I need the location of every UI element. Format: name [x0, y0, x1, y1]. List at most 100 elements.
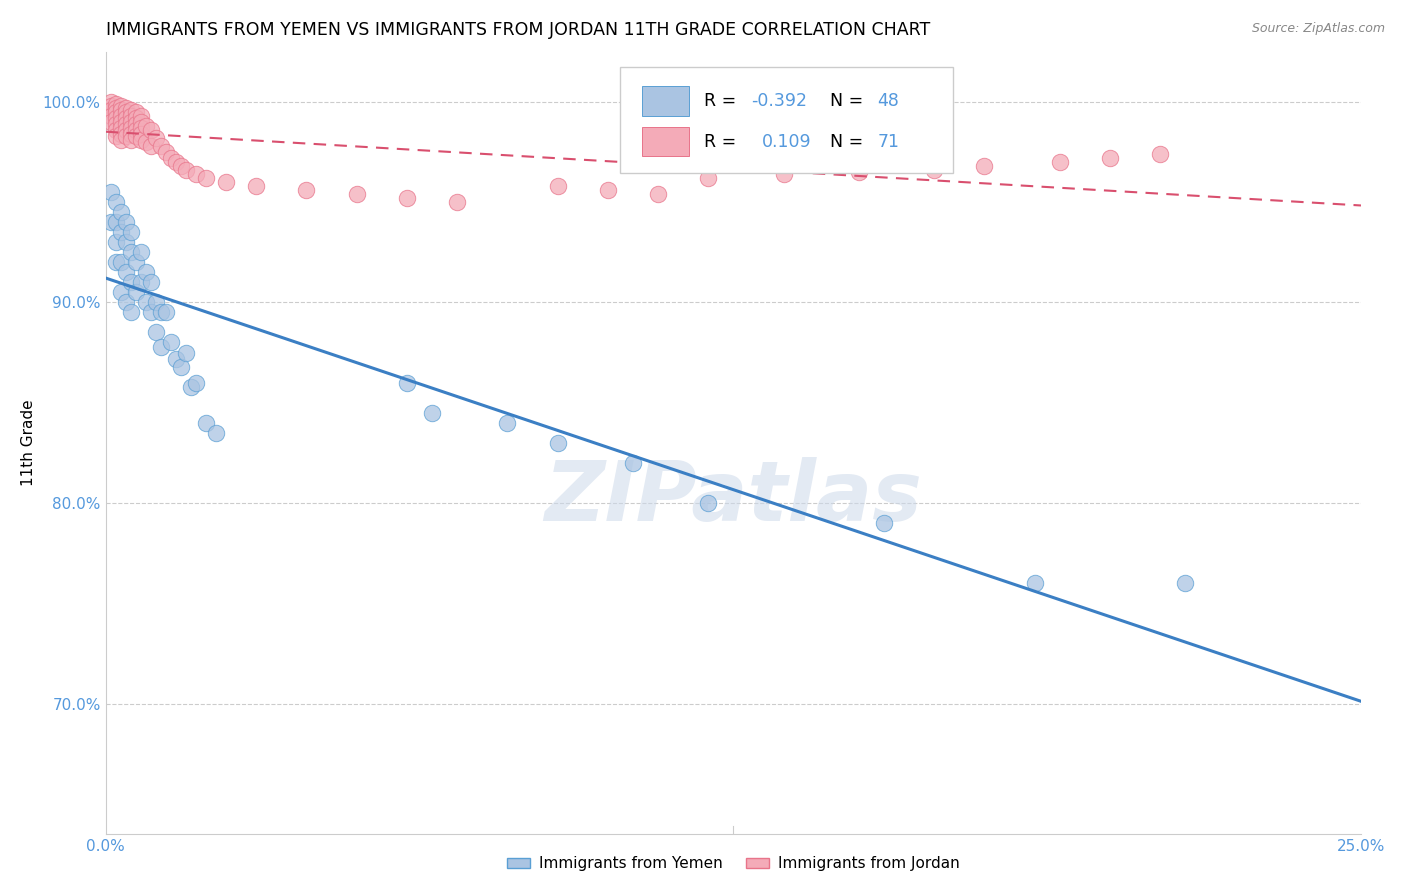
Point — [174, 162, 197, 177]
Point — [165, 351, 187, 366]
Text: 48: 48 — [877, 92, 900, 110]
Point — [395, 376, 418, 390]
Point — [104, 128, 127, 143]
Y-axis label: 11th Grade: 11th Grade — [21, 400, 35, 486]
Point — [120, 109, 142, 123]
Point — [110, 285, 132, 300]
Point — [100, 95, 122, 109]
Point — [621, 456, 644, 470]
Point — [120, 275, 142, 289]
Text: 0.109: 0.109 — [762, 133, 811, 151]
Point — [100, 185, 122, 199]
Bar — [641, 86, 689, 116]
Text: N =: N = — [830, 92, 869, 110]
Point — [110, 103, 132, 117]
Point — [139, 275, 162, 289]
Point — [100, 114, 122, 128]
Point — [114, 101, 136, 115]
Point — [125, 111, 148, 125]
Point — [139, 305, 162, 319]
Point — [1049, 154, 1071, 169]
Point — [125, 128, 148, 143]
Point — [120, 103, 142, 117]
Point — [145, 295, 167, 310]
Point — [195, 416, 218, 430]
Point — [1098, 151, 1121, 165]
Point — [184, 167, 207, 181]
Point — [104, 215, 127, 229]
Point — [149, 138, 172, 153]
Point — [139, 138, 162, 153]
Point — [135, 135, 157, 149]
Point — [973, 159, 995, 173]
Point — [772, 167, 794, 181]
Point — [114, 295, 136, 310]
Point — [100, 215, 122, 229]
Point — [110, 255, 132, 269]
Point — [697, 170, 720, 185]
Point — [129, 120, 152, 135]
Point — [104, 255, 127, 269]
Point — [120, 305, 142, 319]
Point — [873, 516, 896, 530]
Point — [125, 285, 148, 300]
Point — [184, 376, 207, 390]
Point — [114, 122, 136, 136]
Point — [195, 170, 218, 185]
Point — [114, 104, 136, 119]
Point — [125, 104, 148, 119]
Point — [110, 98, 132, 112]
Point — [215, 175, 238, 189]
Point — [120, 245, 142, 260]
Point — [120, 133, 142, 147]
Point — [120, 225, 142, 239]
Point — [596, 183, 619, 197]
Point — [104, 101, 127, 115]
Point — [129, 127, 152, 141]
Text: ZIPatlas: ZIPatlas — [544, 457, 922, 538]
Point — [160, 151, 183, 165]
Point — [174, 345, 197, 359]
Point — [114, 215, 136, 229]
Point — [114, 235, 136, 249]
Point — [125, 255, 148, 269]
Point — [110, 120, 132, 135]
Point — [547, 178, 569, 193]
Legend: Immigrants from Yemen, Immigrants from Jordan: Immigrants from Yemen, Immigrants from J… — [501, 850, 966, 878]
Point — [139, 122, 162, 136]
Point — [104, 117, 127, 131]
Point — [135, 119, 157, 133]
FancyBboxPatch shape — [620, 67, 953, 173]
Point — [114, 128, 136, 143]
Point — [420, 406, 443, 420]
Point — [110, 127, 132, 141]
Text: 71: 71 — [877, 133, 900, 151]
Point — [135, 295, 157, 310]
Point — [104, 96, 127, 111]
Text: N =: N = — [830, 133, 869, 151]
Point — [205, 425, 228, 440]
Point — [160, 335, 183, 350]
Point — [848, 165, 870, 179]
Point — [129, 109, 152, 123]
Point — [129, 114, 152, 128]
Point — [104, 194, 127, 209]
Point — [125, 117, 148, 131]
Point — [245, 178, 267, 193]
Point — [110, 225, 132, 239]
Point — [647, 186, 669, 201]
Point — [104, 104, 127, 119]
Point — [129, 245, 152, 260]
Point — [697, 496, 720, 510]
Point — [125, 122, 148, 136]
Point — [922, 162, 945, 177]
Point — [120, 114, 142, 128]
Point — [120, 120, 142, 135]
Point — [170, 159, 193, 173]
Text: IMMIGRANTS FROM YEMEN VS IMMIGRANTS FROM JORDAN 11TH GRADE CORRELATION CHART: IMMIGRANTS FROM YEMEN VS IMMIGRANTS FROM… — [105, 21, 929, 39]
Point — [114, 117, 136, 131]
Point — [149, 305, 172, 319]
Point — [110, 205, 132, 219]
Point — [170, 359, 193, 374]
Point — [1024, 576, 1046, 591]
